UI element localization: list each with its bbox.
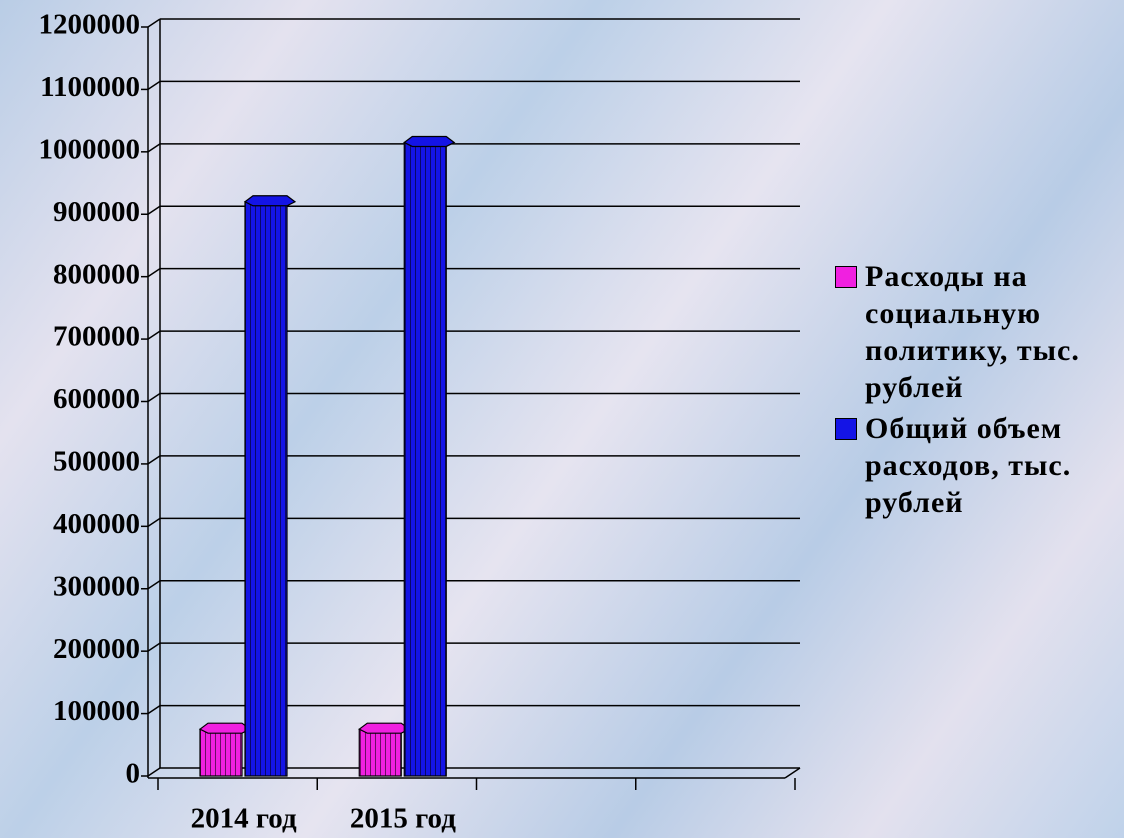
y-tick-label: 300000: [53, 570, 140, 602]
y-tick-label: 200000: [53, 633, 140, 665]
x-tick-label: 2014 год: [191, 803, 297, 835]
bar-group: [243, 195, 297, 777]
legend-swatch: [835, 418, 857, 440]
bar: [244, 201, 288, 777]
grid-diagonal: [147, 580, 161, 590]
bar-top: [198, 722, 252, 734]
grid-diagonal: [147, 704, 161, 715]
bar-group: [403, 135, 456, 777]
bar-top: [243, 195, 297, 207]
grid-diagonal: [147, 767, 161, 777]
grid-diagonal: [147, 517, 161, 527]
bar: [199, 728, 243, 777]
bar-top: [403, 135, 456, 148]
y-tick-label: 100000: [53, 695, 140, 727]
legend: Расходы на социальную политику, тыс. руб…: [835, 258, 1120, 525]
bar-group: [358, 722, 411, 777]
legend-swatch: [835, 266, 857, 288]
y-tick-label: 700000: [53, 321, 140, 353]
grid-diagonal: [147, 268, 161, 278]
grid-diagonal: [147, 392, 161, 403]
grid-diagonal: [147, 330, 161, 340]
grid-diagonal: [147, 143, 161, 153]
y-tick-label: 900000: [53, 196, 140, 228]
floor-right: [784, 767, 801, 779]
y-tick-label: 1100000: [40, 71, 140, 103]
y-tick-label: 1000000: [39, 133, 141, 165]
x-tick-label: 2015 год: [350, 803, 456, 835]
grid-diagonal: [147, 80, 161, 91]
y-tick-label: 400000: [53, 508, 140, 540]
grid-diagonal: [147, 18, 161, 28]
grid-diagonal: [147, 205, 161, 215]
legend-item: Расходы на социальную политику, тыс. руб…: [835, 258, 1120, 406]
bar: [358, 728, 402, 777]
y-tick-label: 1200000: [39, 9, 141, 41]
y-tick-label: 800000: [53, 258, 140, 290]
legend-label: Расходы на социальную политику, тыс. руб…: [865, 260, 1080, 404]
y-tick-label: 600000: [53, 383, 140, 415]
bar-group: [198, 722, 252, 777]
y-tick-label: 500000: [53, 446, 140, 478]
bar: [403, 141, 447, 777]
legend-label: Общий объем расходов, тыс. рублей: [865, 412, 1072, 519]
grid-diagonal: [147, 642, 161, 652]
legend-item: Общий объем расходов, тыс. рублей: [835, 410, 1120, 521]
grid-diagonal: [147, 455, 161, 465]
bar-top: [358, 722, 411, 734]
y-tick-label: 0: [126, 758, 141, 790]
